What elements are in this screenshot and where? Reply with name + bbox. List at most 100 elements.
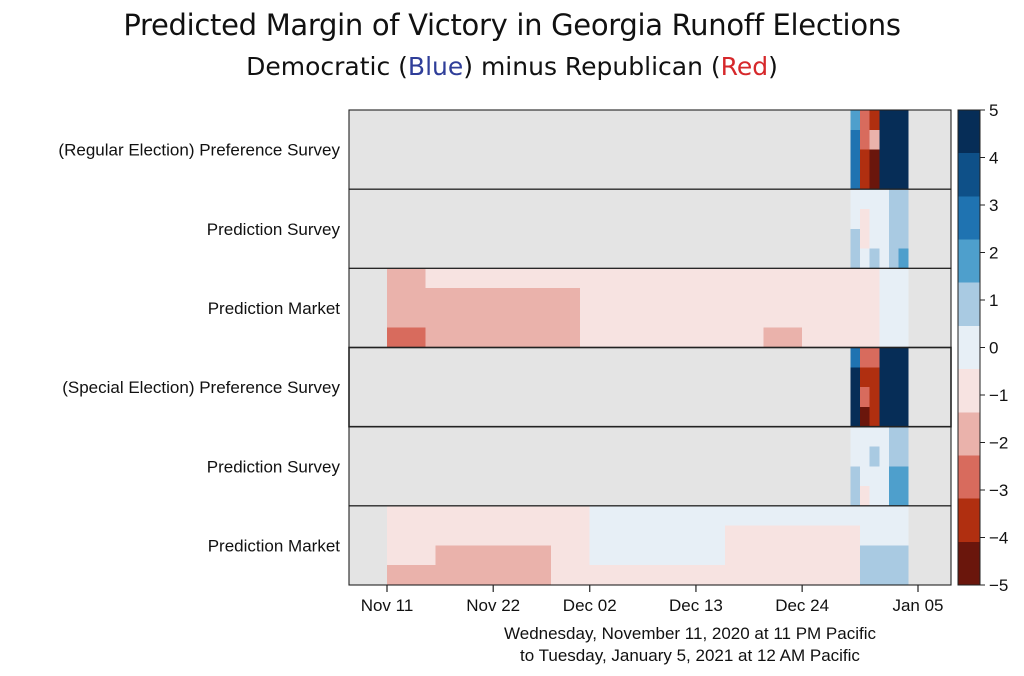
- heatmap-cell: [889, 486, 899, 507]
- heatmap-cell: [724, 545, 861, 566]
- heatmap-cell: [869, 486, 880, 507]
- x-tick-label: Dec 24: [775, 596, 829, 615]
- heatmap-cell: [860, 387, 870, 408]
- heatmap-cell: [802, 268, 880, 289]
- heatmap-cell: [879, 307, 909, 329]
- heatmap-cell: [589, 525, 725, 546]
- subtitle-prefix: Democratic (: [246, 52, 408, 81]
- heatmap-cell: [802, 307, 880, 329]
- heatmap-cell: [387, 505, 436, 526]
- heatmap-cell: [869, 406, 880, 427]
- heatmap-cell: [869, 446, 880, 467]
- colorbar-tick-label: 0: [989, 339, 998, 358]
- heatmap-cell: [425, 268, 581, 289]
- heatmap-cell: [763, 327, 803, 348]
- heatmap-cell: [860, 129, 870, 150]
- heatmap-cell: [869, 426, 880, 447]
- heatmap-cell: [802, 327, 880, 348]
- heatmap-cell: [850, 367, 861, 388]
- heatmap-cell: [869, 208, 880, 230]
- heatmap-cell: [850, 466, 861, 487]
- heatmap-cell: [869, 149, 880, 170]
- colorbar-swatch: [958, 196, 980, 240]
- heatmap-cell: [425, 327, 581, 348]
- heatmap-cell: [889, 189, 899, 210]
- heatmap-cell: [850, 169, 861, 190]
- heatmap-cell: [724, 525, 861, 546]
- x-tick-label: Dec 02: [563, 596, 617, 615]
- x-tick-label: Dec 13: [669, 596, 723, 615]
- heatmap-cell: [869, 129, 880, 150]
- heatmap-cell: [898, 426, 909, 447]
- heatmap-cell: [551, 525, 590, 546]
- heatmap-cell: [435, 545, 552, 566]
- heatmap-cell: [889, 446, 899, 467]
- heatmap-cell: [435, 525, 552, 546]
- heatmap-cell: [879, 129, 909, 150]
- subtitle-blue-word: Blue: [407, 52, 464, 81]
- subtitle-red-word: Red: [720, 52, 769, 81]
- colorbar-tick-label: 2: [989, 244, 998, 263]
- heatmap-cell: [869, 169, 880, 190]
- heatmap-cell: [860, 110, 870, 131]
- heatmap-cell: [879, 169, 909, 190]
- heatmap-cell: [860, 426, 870, 447]
- row-label: (Regular Election) Preference Survey: [58, 141, 340, 160]
- heatmap-cell: [869, 189, 880, 210]
- colorbar-swatch: [958, 369, 980, 413]
- heatmap-cell: [589, 545, 725, 566]
- heatmap-cell: [860, 248, 870, 269]
- subtitle-suffix: ): [768, 52, 778, 81]
- colorbar-tick-label: −4: [989, 529, 1008, 548]
- heatmap-cell: [879, 288, 909, 309]
- heatmap-cell: [551, 565, 590, 586]
- heatmap-cell: [580, 268, 764, 289]
- chart-subtitle: Democratic (Blue) minus Republican (Red): [0, 52, 1024, 81]
- x-axis-label-line1: Wednesday, November 11, 2020 at 11 PM Pa…: [504, 624, 876, 643]
- heatmap-cell: [763, 268, 803, 289]
- heatmap-cell: [860, 446, 870, 467]
- heatmap-cell: [898, 228, 909, 249]
- colorbar-swatch: [958, 498, 980, 543]
- heatmap-cell: [879, 426, 890, 447]
- heatmap-cell: [860, 347, 870, 368]
- row-label: Prediction Market: [208, 536, 341, 555]
- heatmap-cell: [869, 347, 880, 368]
- row-label: Prediction Survey: [207, 220, 341, 239]
- heatmap-cell: [860, 486, 870, 507]
- row-label: Prediction Survey: [207, 457, 341, 476]
- colorbar-tick-label: 1: [989, 291, 998, 310]
- heatmap-cell: [879, 189, 890, 210]
- heatmap-cell: [898, 208, 909, 230]
- heatmap-cell: [580, 307, 764, 329]
- heatmap-cell: [850, 189, 861, 210]
- heatmap-cell: [860, 525, 909, 546]
- heatmap-cell: [387, 268, 426, 289]
- heatmap-cell: [850, 208, 861, 230]
- colorbar-swatch: [958, 282, 980, 327]
- heatmap-cell: [869, 466, 880, 487]
- heatmap-cell: [850, 406, 861, 427]
- colorbar-tick-label: −3: [989, 481, 1008, 500]
- heatmap-cell: [869, 248, 880, 269]
- heatmap-cell: [879, 486, 890, 507]
- heatmap-cell: [387, 327, 426, 348]
- heatmap-cell: [860, 505, 909, 526]
- heatmap-cell: [724, 505, 861, 526]
- heatmap-cell: [580, 327, 764, 348]
- heatmap-cell: [889, 208, 899, 230]
- heatmap-cell: [387, 307, 426, 329]
- colorbar-tick-label: 5: [989, 101, 998, 120]
- heatmap-cell: [879, 228, 890, 249]
- heatmap-cell: [387, 545, 436, 566]
- colorbar-swatch: [958, 110, 980, 154]
- heatmap-cell: [850, 426, 861, 447]
- heatmap-cell: [425, 288, 581, 309]
- colorbar-swatch: [958, 541, 980, 586]
- heatmap-cell: [589, 565, 725, 586]
- heatmap-cell: [889, 466, 899, 487]
- heatmap-cell: [850, 347, 861, 368]
- heatmap-cell: [387, 565, 436, 586]
- colorbar-tick-label: −5: [989, 576, 1008, 595]
